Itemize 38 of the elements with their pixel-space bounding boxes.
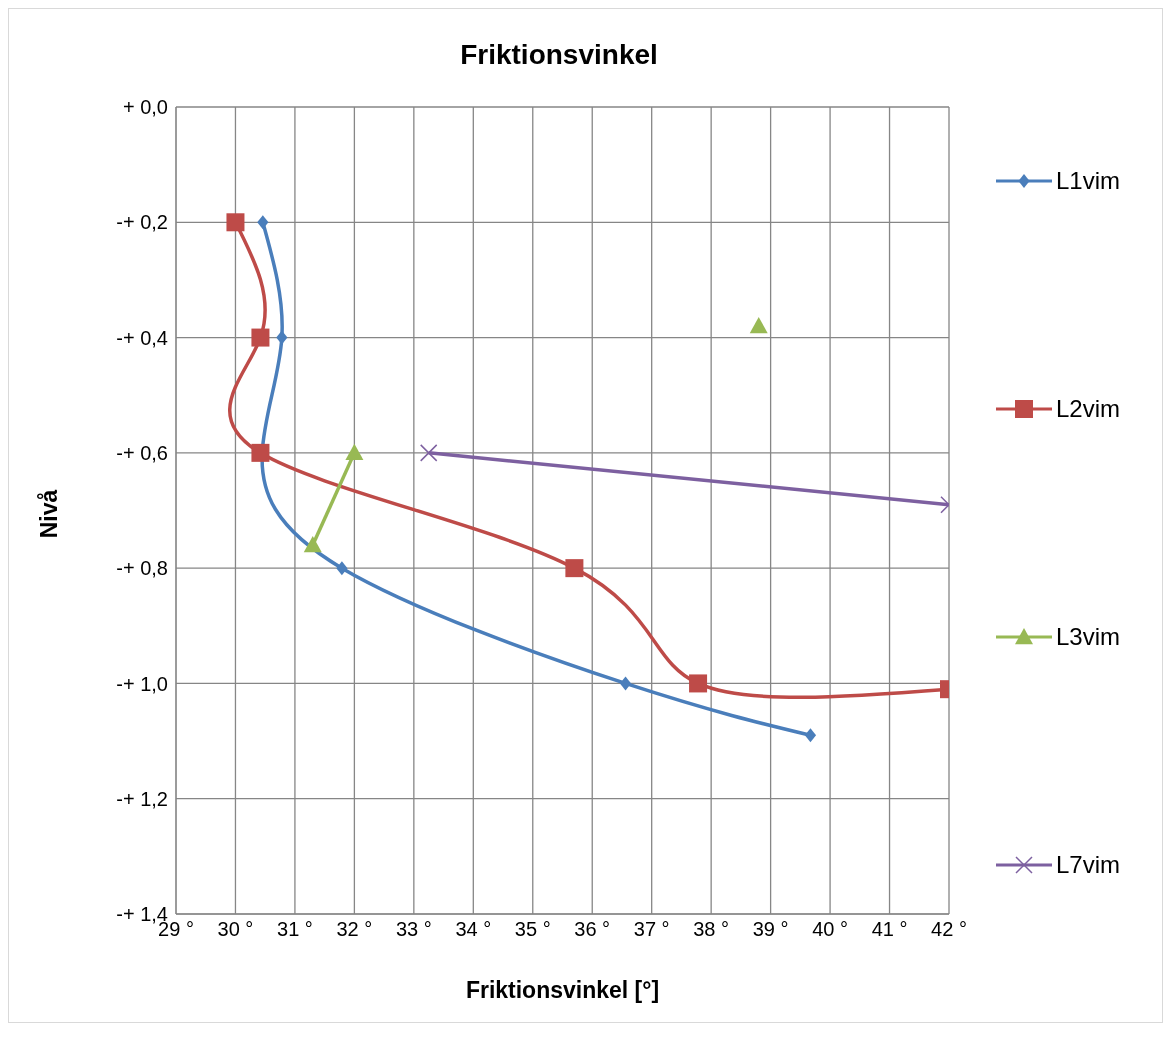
y-tick-label: -+ 1,2 bbox=[116, 787, 168, 810]
x-tick-label: 42 ° bbox=[931, 918, 967, 941]
legend-label: L2vim bbox=[1056, 395, 1121, 422]
x-tick-label: 34 ° bbox=[455, 918, 492, 941]
x-axis-title: Friktionsvinkel [°] bbox=[464, 977, 661, 1004]
point bbox=[251, 443, 270, 462]
point bbox=[689, 674, 708, 693]
x-tick-label: 38 ° bbox=[693, 918, 730, 941]
point bbox=[251, 328, 270, 347]
legend-label: L1vim bbox=[1056, 167, 1121, 194]
point bbox=[336, 561, 348, 576]
point bbox=[749, 317, 768, 334]
point bbox=[619, 676, 632, 691]
x-tick-label: 39 ° bbox=[752, 918, 789, 941]
y-tick-label: -+ 0,8 bbox=[116, 557, 168, 580]
x-tick-label: 31 ° bbox=[277, 918, 313, 941]
chart-title: Friktionsvinkel bbox=[459, 39, 659, 71]
y-tick-label: -+ 1,0 bbox=[116, 672, 168, 695]
point bbox=[257, 215, 269, 230]
x-tick-label: 41 ° bbox=[871, 918, 908, 941]
y-tick-label: -+ 0,2 bbox=[116, 211, 168, 234]
legend-label: L3vim bbox=[1056, 623, 1121, 650]
legend-label: L7vim bbox=[1056, 851, 1121, 878]
x-tick-label: 30 ° bbox=[217, 918, 254, 941]
x-tick-label: 40 ° bbox=[812, 918, 848, 941]
x-tick-label: 33 ° bbox=[395, 918, 432, 941]
point bbox=[565, 559, 584, 578]
point bbox=[276, 330, 288, 345]
y-tick-label: -+ 0,4 bbox=[116, 326, 168, 349]
y-tick-label: -+ 0,6 bbox=[116, 441, 168, 464]
point bbox=[804, 728, 817, 743]
y-tick-label: + 0,0 bbox=[122, 96, 168, 119]
x-tick-label: 35 ° bbox=[514, 918, 551, 941]
y-axis-title: Nivå bbox=[35, 489, 63, 539]
x-tick-label: 32 ° bbox=[336, 918, 373, 941]
point bbox=[226, 213, 245, 232]
x-tick-label: 36 ° bbox=[574, 918, 611, 941]
x-tick-label: 37 ° bbox=[633, 918, 670, 941]
